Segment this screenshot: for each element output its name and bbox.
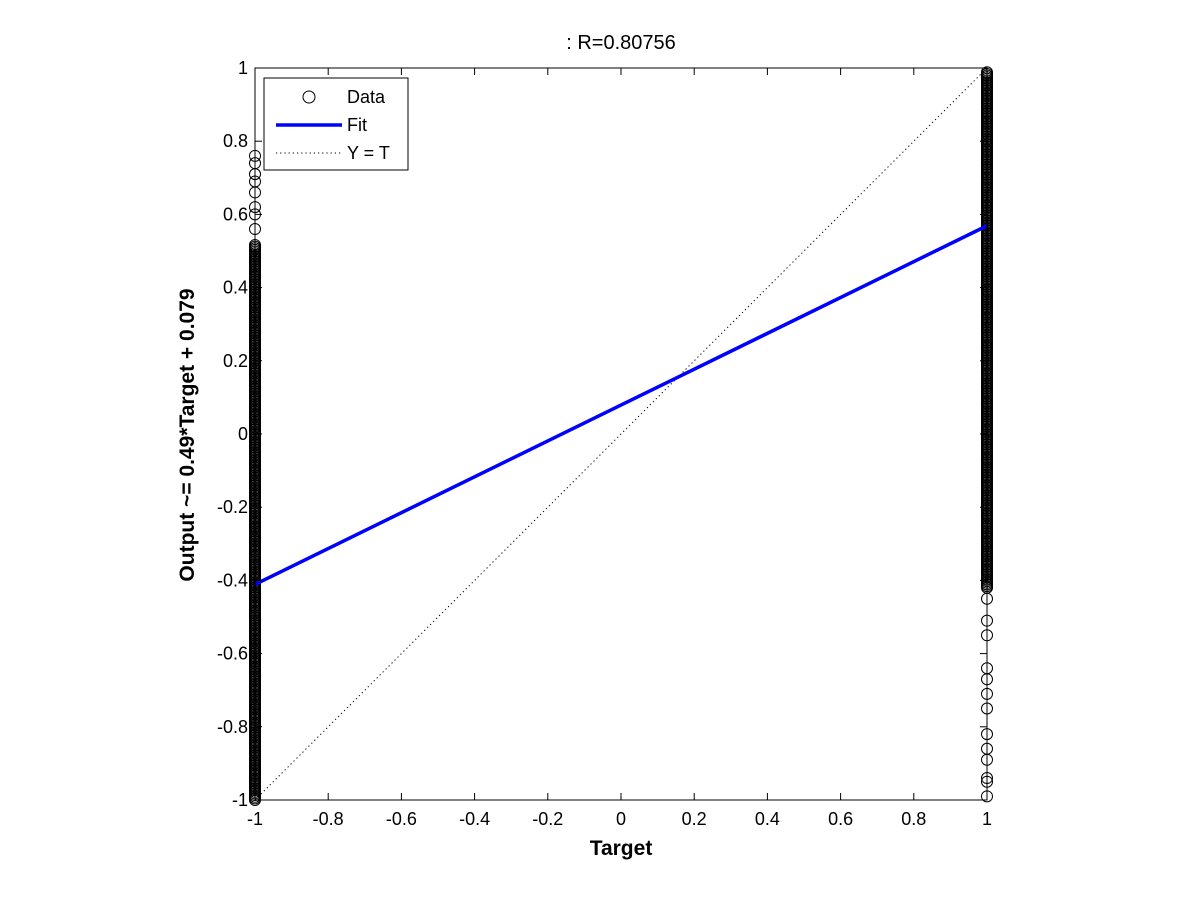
y-tick-label: 0 — [238, 424, 248, 444]
axes: -1 -0.8 -0.6 -0.4 -0.2 0 0.2 0.4 0.6 0.8 1 -1 -0.8 -0… — [217, 58, 992, 829]
x-tick-label: 1 — [982, 809, 992, 829]
legend-label: Fit — [347, 115, 367, 135]
x-tick-label: 0.6 — [828, 809, 853, 829]
y-axis-label: Output ~= 0.49*Target + 0.079 — [176, 288, 199, 581]
x-axis-label: Target — [590, 837, 653, 860]
y-tick-label: -1 — [232, 790, 248, 810]
legend-label: Y = T — [347, 143, 390, 163]
x-tick-label: 0.8 — [901, 809, 926, 829]
x-tick-label: 0 — [616, 809, 626, 829]
x-tick-label: -0.8 — [313, 809, 344, 829]
chart-title: : R=0.80756 — [566, 32, 676, 54]
identity-line — [254, 67, 988, 801]
y-tick-label: -0.2 — [217, 497, 248, 517]
x-tick-label: -1 — [247, 809, 263, 829]
fit-line — [254, 224, 988, 586]
y-tick-label: -0.8 — [217, 717, 248, 737]
plot-area — [249, 66, 993, 806]
x-tick-label: -0.2 — [532, 809, 563, 829]
x-tick-label: 0.4 — [755, 809, 780, 829]
y-tick-label: 0.4 — [223, 278, 248, 298]
y-tick-label: 1 — [238, 58, 248, 78]
y-tick-label: 0.8 — [223, 131, 248, 151]
x-tick-label: -0.6 — [386, 809, 417, 829]
legend-label: Data — [347, 87, 386, 107]
x-tick-label: -0.4 — [459, 809, 490, 829]
x-tick-label: 0.2 — [682, 809, 707, 829]
y-tick-label: 0.6 — [223, 204, 248, 224]
legend: Data Fit Y = T — [263, 77, 409, 171]
legend-data-marker — [302, 90, 316, 104]
y-tick-label: -0.4 — [217, 570, 248, 590]
y-tick-label: -0.6 — [217, 644, 248, 664]
y-tick-label: 0.2 — [223, 351, 248, 371]
